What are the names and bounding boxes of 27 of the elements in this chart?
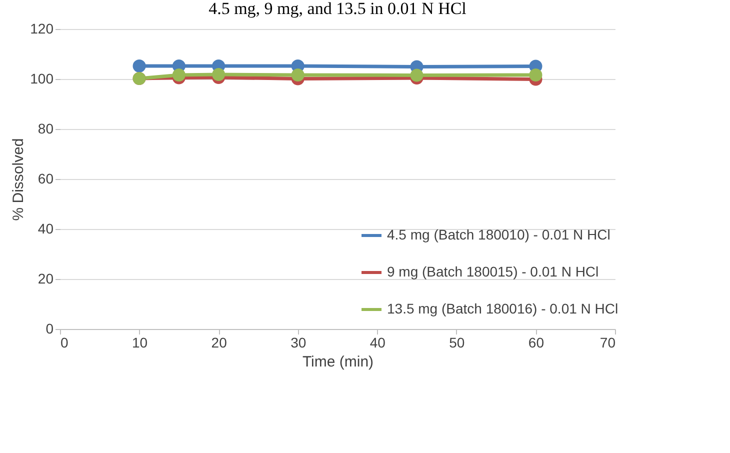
x-tick-label: 10 [132, 334, 148, 350]
y-tick-label: 80 [38, 120, 54, 136]
y-axis-title: % Dissolved [10, 138, 28, 221]
x-tick-label: 50 [449, 334, 465, 350]
x-tick-label: 70 [600, 334, 616, 350]
point [410, 68, 424, 82]
point [132, 59, 146, 73]
x-tick-label: 0 [60, 334, 68, 350]
x-axis-title: Time (min) [302, 354, 374, 370]
legend-label: 4.5 mg (Batch 180010) - 0.01 N HCl [387, 226, 610, 242]
y-tick-label: 120 [30, 20, 54, 36]
x-tick-label: 20 [211, 334, 228, 350]
legend-label: 13.5 mg (Batch 180016) - 0.01 N HCl [387, 300, 618, 316]
x-tick-label: 30 [290, 334, 306, 350]
y-tick-label: 0 [46, 320, 54, 336]
y-tick-label: 20 [38, 270, 54, 286]
point [172, 68, 186, 82]
x-tick-label: 60 [528, 334, 544, 350]
x-tick-label: 40 [370, 334, 386, 350]
point [291, 68, 304, 82]
chart-title: 4.5 mg, 9 mg, and 13.5 in 0.01 N HCl [208, 0, 467, 18]
y-tick-label: 40 [38, 220, 54, 236]
y-tick-label: 100 [30, 70, 54, 86]
legend-label: 9 mg (Batch 180015) - 0.01 N HCl [387, 264, 599, 280]
y-tick-label: 60 [38, 170, 54, 186]
point [212, 68, 226, 82]
point [529, 68, 542, 82]
